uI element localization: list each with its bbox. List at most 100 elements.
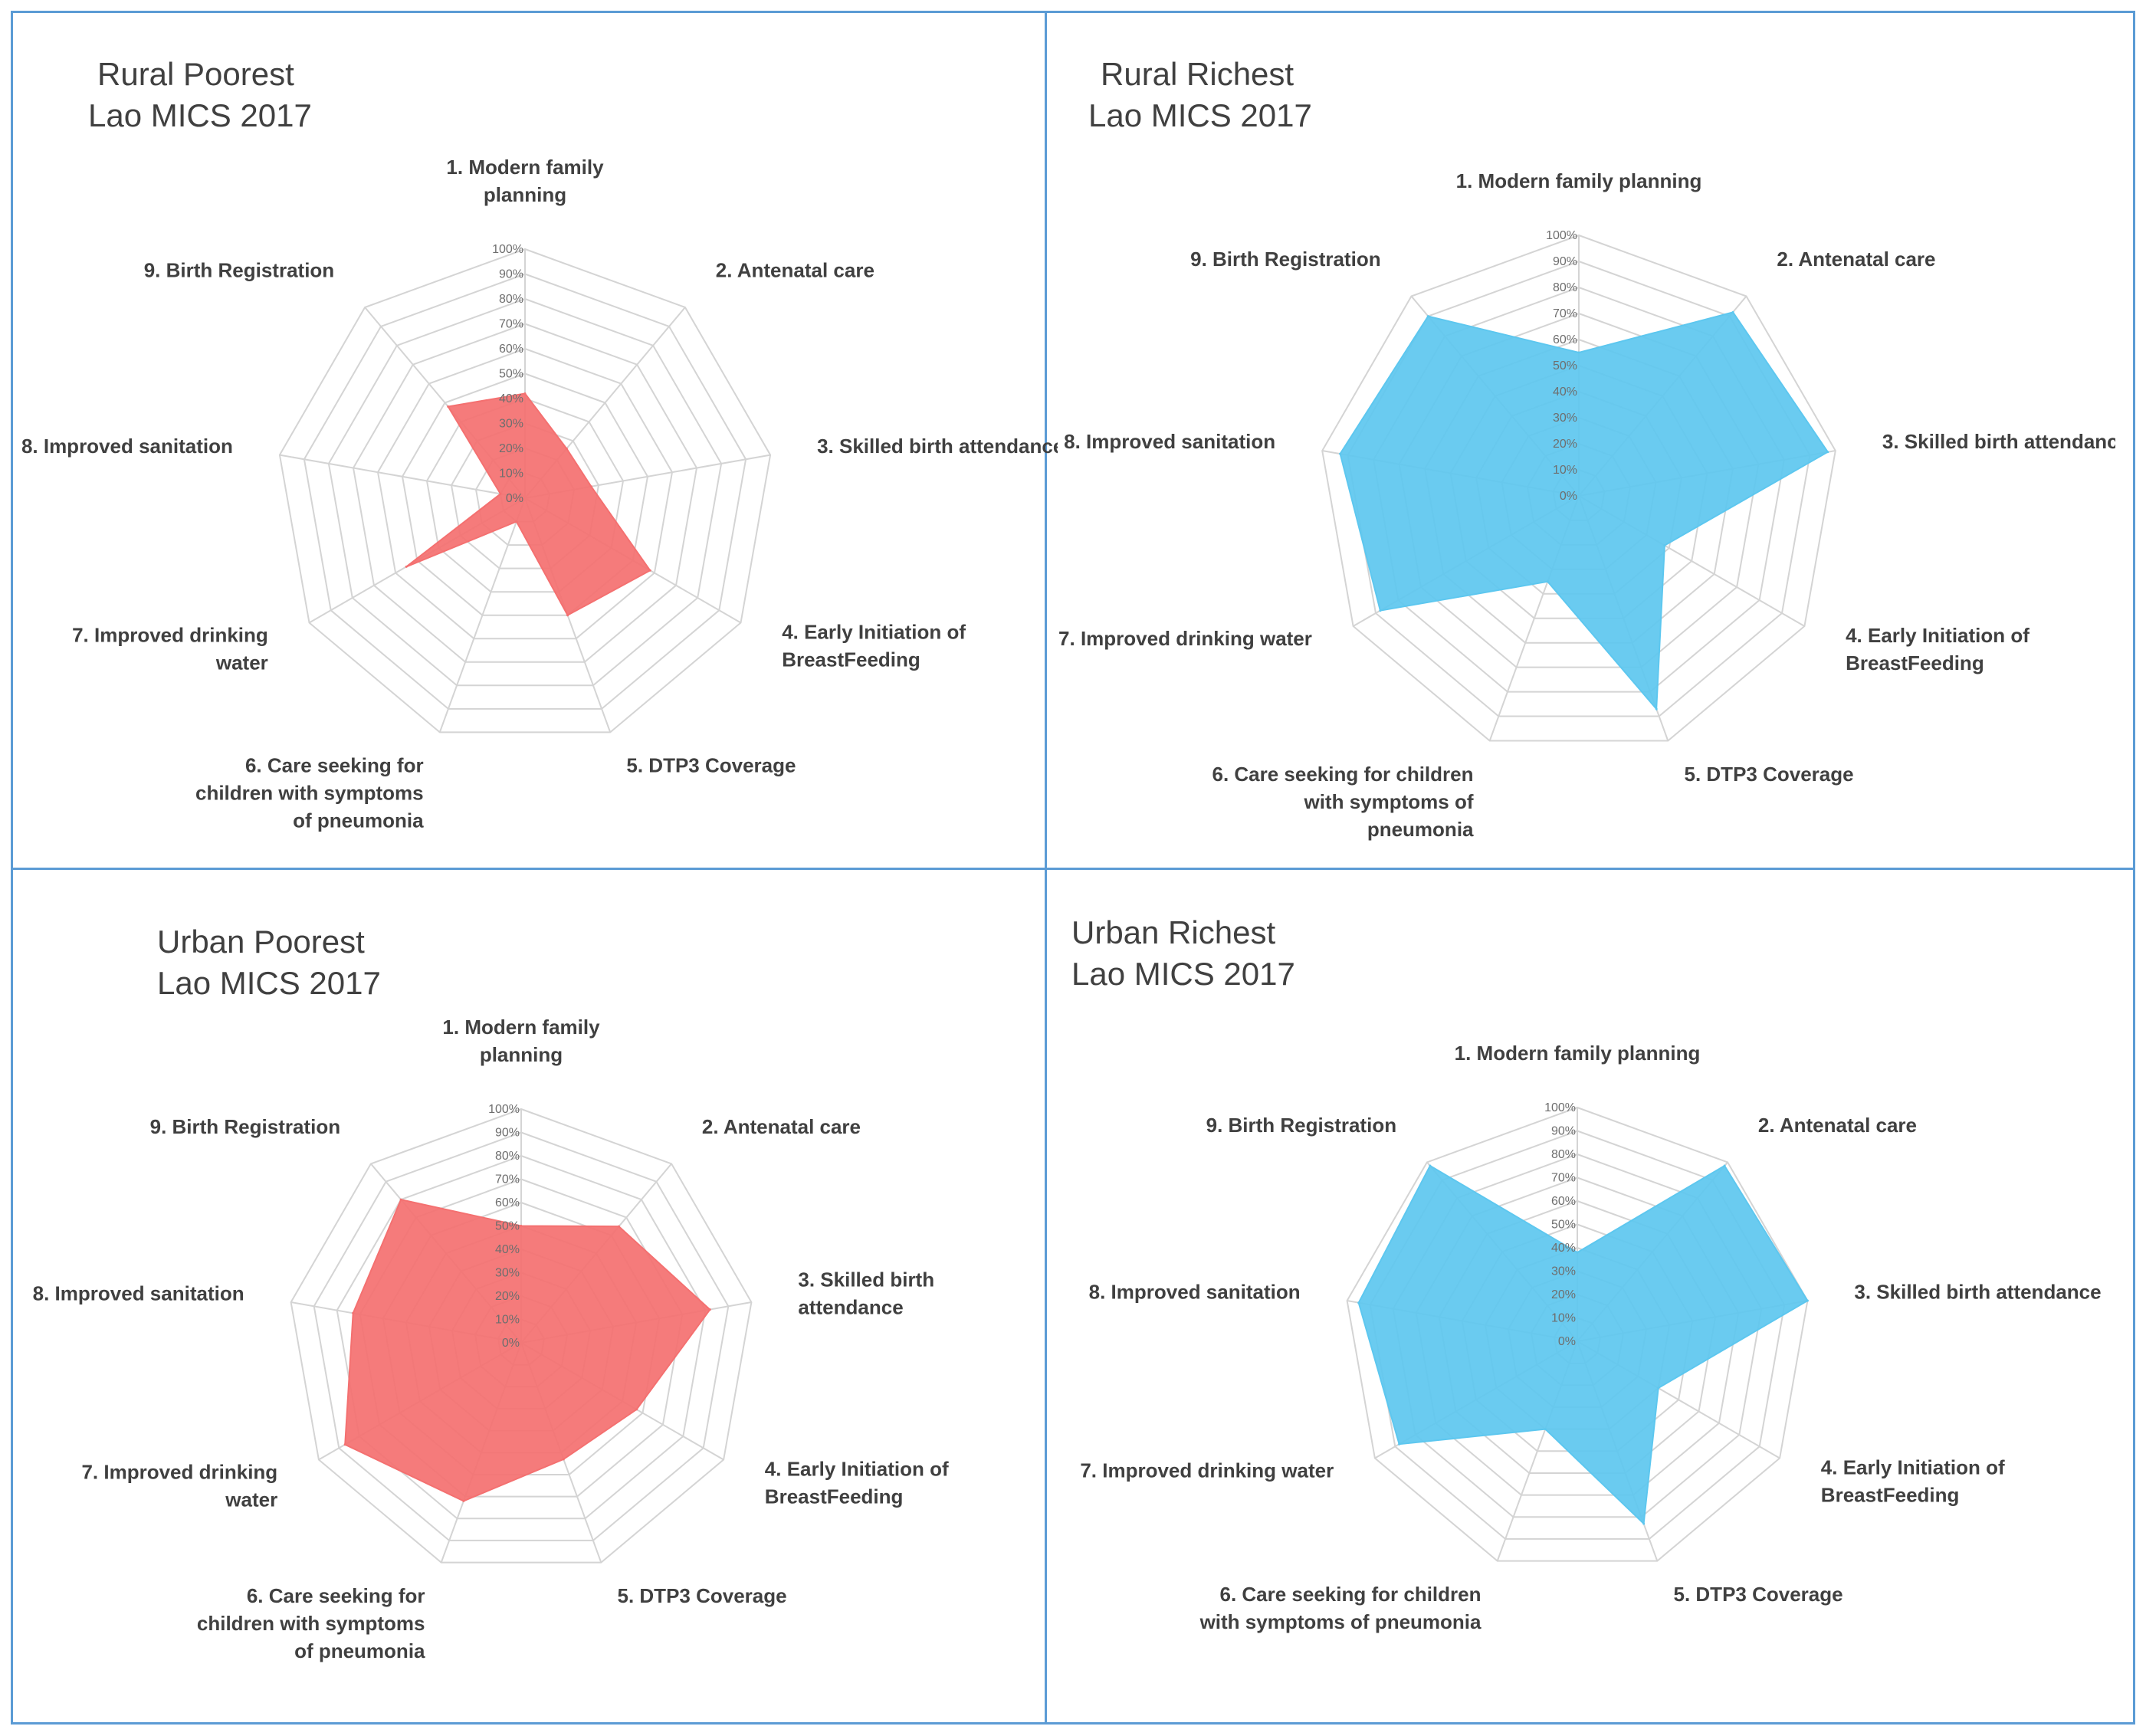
axis-label-line: water — [215, 651, 268, 674]
tick-label: 70% — [1551, 1172, 1576, 1185]
tick-label: 20% — [1553, 438, 1577, 451]
axis-label-line: planning — [480, 1043, 563, 1066]
panel-title: Rural Poorest Lao MICS 2017 — [88, 54, 312, 136]
panel-title-main: Urban Poorest — [157, 924, 365, 960]
axis-label: 9. Birth Registration — [144, 259, 334, 282]
axis-label: 7. Improved drinking water — [1080, 1459, 1334, 1482]
grid-ring-90 — [303, 273, 747, 710]
data-point — [462, 1499, 465, 1502]
radial-ticks: 0% 10% 20% 30% 40% 50% 60% 70% 80% 90% 100% — [1544, 1101, 1576, 1348]
axis-label: 4. Early Initiation of BreastFeeding — [765, 1458, 949, 1508]
axis-label-line: 2. Antenatal care — [702, 1115, 861, 1138]
panel-title-main: Urban Richest — [1071, 914, 1276, 950]
tick-label: 100% — [1546, 229, 1577, 242]
data-point — [1731, 310, 1734, 313]
axis-label: 5. DTP3 Coverage — [1685, 763, 1854, 786]
data-point — [1642, 1522, 1646, 1525]
axis-label-line: 4. Early Initiation of — [782, 621, 966, 644]
tick-label: 50% — [1551, 1219, 1576, 1232]
data-point — [562, 1458, 565, 1461]
axis-label-line: 7. Improved drinking — [72, 624, 268, 647]
axis-label-line: 3. Skilled birth attendance — [1854, 1280, 2101, 1303]
axis-label-line: 4. Early Initiation of — [1846, 624, 2030, 647]
axis-label: 6. Care seeking for children with symptom… — [1199, 1583, 1482, 1633]
tick-label: 70% — [499, 318, 523, 331]
axis-label: 3. Skilled birth attendance — [817, 435, 1058, 458]
axis-label-line: BreastFeeding — [782, 648, 920, 671]
axis-label-line: 9. Birth Registration — [144, 259, 334, 282]
data-point — [1723, 1164, 1726, 1167]
data-area — [344, 1198, 711, 1502]
axis-label-line: 8. Improved sanitation — [33, 1281, 244, 1304]
axis-label-line: 6. Care seeking for — [247, 1584, 425, 1607]
panel-title-sub: Lao MICS 2017 — [1071, 956, 1295, 992]
data-area — [1339, 311, 1829, 711]
axis-label-line: 6. Care seeking for children — [1212, 763, 1473, 786]
axis-label: 2. Antenatal care — [716, 259, 874, 282]
axis-label-line: BreastFeeding — [1821, 1484, 1960, 1507]
axis-label: 8. Improved sanitation — [1064, 430, 1275, 453]
axis-label: 2. Antenatal care — [702, 1115, 861, 1138]
data-area — [405, 392, 651, 617]
panel-title-sub: Lao MICS 2017 — [88, 97, 312, 133]
data-point — [1806, 1299, 1809, 1302]
tick-label: 90% — [495, 1127, 520, 1140]
tick-label: 100% — [488, 1103, 520, 1116]
tick-label: 40% — [1551, 1242, 1576, 1255]
data-point — [1576, 1251, 1579, 1254]
axis-label: 5. DTP3 Coverage — [1674, 1583, 1843, 1606]
data-point — [1357, 1301, 1360, 1304]
tick-label: 30% — [499, 418, 523, 431]
tick-label: 60% — [1553, 333, 1577, 346]
axis-label: 8. Improved sanitation — [1089, 1280, 1301, 1303]
grid-ring-100 — [278, 248, 772, 733]
grid-ring-30 — [450, 422, 600, 569]
axis-label-line: 3. Skilled birth attendance — [1882, 430, 2115, 453]
data-point — [399, 1198, 402, 1201]
axis-label-line: 4. Early Initiation of — [1821, 1456, 2005, 1479]
axis-label: 9. Birth Registration — [150, 1115, 340, 1138]
axis-label: 1. Modern family planning — [446, 156, 604, 206]
tick-label: 50% — [499, 368, 523, 381]
axis-label: 1. Modern family planning — [442, 1016, 600, 1066]
tick-label: 60% — [499, 343, 523, 356]
tick-label: 0% — [506, 492, 523, 505]
tick-label: 30% — [1551, 1265, 1576, 1278]
axis-labels: 1. Modern family planning 2. Antenatal car… — [21, 156, 1058, 832]
tick-label: 80% — [1551, 1148, 1576, 1161]
radar-chart-urban-poorest: 0%10%20%30%40%50%60%70%80%90%100%1. Mode… — [33, 1016, 949, 1662]
data-point — [1655, 707, 1658, 710]
panel-title: Urban Poorest Lao MICS 2017 — [157, 921, 381, 1004]
tick-label: 0% — [502, 1337, 520, 1350]
axis-spoke — [438, 497, 526, 733]
axis-label: 7. Improved drinking water — [72, 624, 268, 674]
axis-label: 2. Antenatal care — [1777, 248, 1935, 271]
axis-label-line: of pneumonia — [294, 1639, 425, 1662]
axis-label: 4. Early Initiation of BreastFeeding — [1846, 624, 2030, 674]
axis-label-line: 3. Skilled birth — [798, 1268, 934, 1291]
data-point — [1577, 351, 1580, 354]
axis-label-line: 1. Modern family planning — [1456, 169, 1702, 192]
data-point — [1546, 580, 1549, 583]
data-point — [447, 405, 450, 408]
axis-labels: 1. Modern family planning 2. Antenatal car… — [33, 1016, 949, 1662]
tick-label: 70% — [495, 1173, 520, 1186]
tick-label: 80% — [1553, 281, 1577, 294]
data-point — [589, 485, 592, 488]
axis-label: 8. Improved sanitation — [33, 1281, 244, 1304]
data-point — [1379, 609, 1382, 612]
panel-title-main: Rural Richest — [1101, 56, 1294, 92]
data-point — [1544, 1428, 1547, 1431]
grid-ring-80 — [336, 1154, 707, 1520]
axis-label-line: children with symptoms — [197, 1612, 425, 1635]
axis-label-line: attendance — [798, 1295, 903, 1318]
axis-label-line: 6. Care seeking for — [245, 754, 424, 777]
panel-title-sub: Lao MICS 2017 — [157, 965, 381, 1001]
axis-label: 1. Modern family planning — [1456, 169, 1702, 192]
axis-label-line: 5. DTP3 Coverage — [626, 754, 796, 777]
axis-label-line: planning — [484, 183, 566, 206]
axis-label-line: 4. Early Initiation of — [765, 1458, 949, 1481]
axis-label-line: pneumonia — [1367, 818, 1474, 841]
radar-chart-rural-richest: 0%10%20%30%40%50%60%70%80%90%100%1. Mode… — [1058, 169, 2115, 841]
data-point — [1657, 1387, 1660, 1390]
